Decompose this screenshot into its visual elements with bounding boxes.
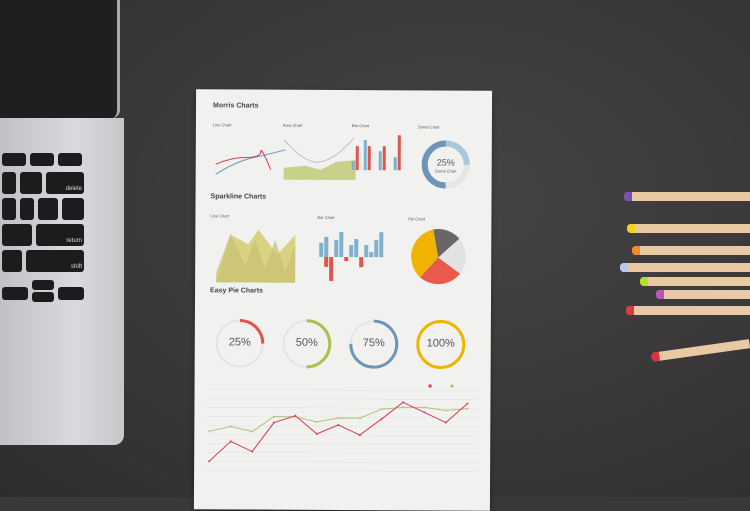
morris-donut-chart: [421, 140, 470, 189]
data-point: [208, 430, 211, 433]
data-point: [380, 408, 383, 411]
data-point: [380, 418, 383, 421]
pencil-tip: [640, 277, 648, 286]
sparkline-title: Sparkline Charts: [210, 193, 267, 201]
data-point: [444, 409, 447, 412]
pencil-tip: [627, 224, 635, 233]
easypie-75: 75%: [362, 337, 385, 350]
sparkline-bar-chart: [319, 231, 384, 281]
pencil-tip: [624, 192, 632, 201]
pencil: [626, 306, 750, 315]
data-point: [315, 420, 318, 423]
easypie-ring: [215, 318, 265, 368]
easypie-ring: [282, 319, 332, 369]
chart-drawings: [206, 135, 480, 472]
key-delete: delete: [46, 172, 84, 194]
data-point: [401, 401, 404, 404]
easypie-25: 25%: [228, 336, 251, 349]
laptop-keyboard-top: [0, 0, 120, 118]
data-point: [272, 421, 275, 424]
data-point: [466, 402, 469, 405]
pencil-tip: [656, 290, 664, 299]
pencil: [620, 263, 750, 272]
easypie-100: 100%: [426, 337, 455, 350]
data-point: [229, 425, 232, 428]
data-point: [337, 416, 340, 419]
keyboard: delete return shift: [0, 150, 86, 305]
legend-swatch-green: [450, 384, 454, 388]
pencil-tip: [650, 351, 661, 362]
data-point: [401, 406, 404, 409]
series-line: [209, 406, 468, 433]
pencil-tip: [626, 306, 634, 315]
data-point: [358, 417, 361, 420]
sparkline-bar-label: Bar Chart: [317, 214, 335, 220]
laptop: delete return shift: [0, 0, 124, 445]
sparkline-pie-label: Pie Chart: [408, 216, 426, 222]
data-point: [272, 415, 275, 418]
easypie-ring: [349, 319, 399, 369]
data-point: [423, 406, 426, 409]
pencil: [627, 224, 750, 233]
data-point: [315, 432, 318, 435]
easy-pie-charts: [215, 318, 466, 370]
chart-printout: Morris Charts Line Chart Area Chart Bar …: [193, 89, 493, 511]
data-point: [251, 450, 254, 453]
donut-center-label: Donut Chart: [434, 168, 457, 174]
data-point: [423, 411, 426, 414]
donut-value: 25%: [436, 157, 455, 168]
data-point: [229, 440, 232, 443]
pencil: [632, 246, 750, 255]
pencil: [656, 290, 750, 299]
data-point: [466, 407, 469, 410]
key-return: return: [36, 224, 84, 246]
sparkline-pie-chart: [411, 229, 466, 285]
data-point: [358, 434, 361, 437]
sparkline-line-chart: [216, 229, 296, 283]
easypie-ring: [416, 320, 466, 370]
sparkline-line-label: Line Chart: [210, 213, 229, 219]
morris-line-chart: [215, 149, 286, 175]
data-point: [208, 460, 211, 463]
key-shift: shift: [26, 250, 84, 272]
pencil: [624, 192, 750, 201]
data-point: [294, 414, 297, 417]
easypie-title: Easy Pie Charts: [210, 287, 263, 295]
data-point: [444, 421, 447, 424]
morris-bar-chart: [351, 135, 401, 171]
pencil-tip: [632, 246, 640, 255]
pencil-tip: [620, 263, 628, 272]
morris-area-chart: [283, 137, 356, 181]
data-point: [337, 423, 340, 426]
pencil: [640, 277, 750, 286]
easypie-50: 50%: [295, 336, 318, 349]
legend-swatch-red: [428, 384, 432, 388]
bottom-line-chart: [206, 384, 480, 472]
data-point: [251, 430, 254, 433]
